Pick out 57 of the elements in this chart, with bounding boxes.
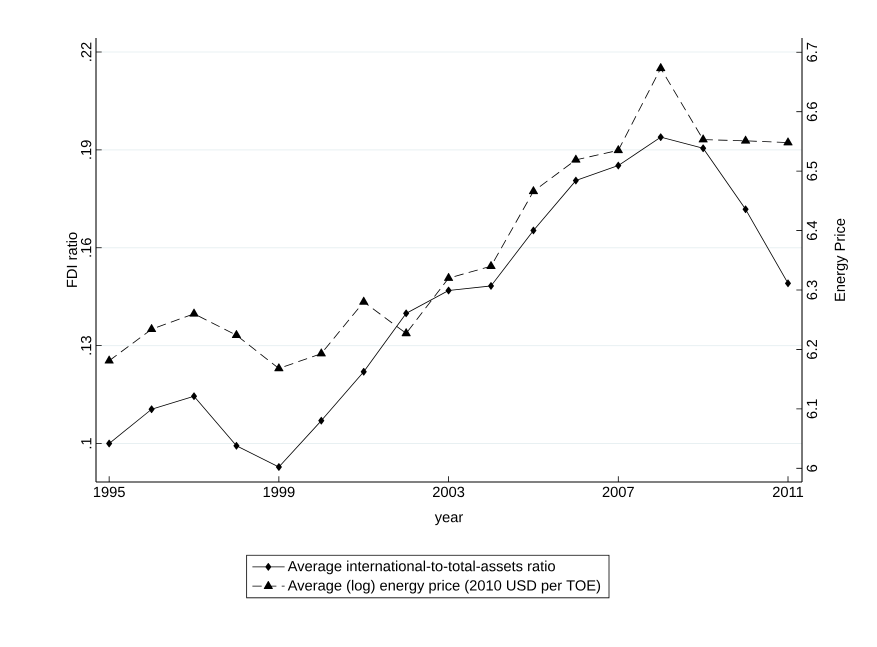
point <box>741 136 750 144</box>
point <box>571 154 580 163</box>
point <box>742 205 749 214</box>
point <box>698 134 708 142</box>
point <box>488 282 494 290</box>
point <box>274 363 284 372</box>
x-axis-title: year <box>434 514 464 526</box>
point <box>318 416 324 425</box>
point <box>614 145 623 154</box>
y2-tick-label: 6.1 <box>806 399 818 418</box>
y2-tick-label: 6.4 <box>806 220 818 240</box>
x-tick-label: 1999 <box>264 486 294 498</box>
point <box>530 226 536 234</box>
point <box>148 405 155 414</box>
point <box>316 348 326 356</box>
x-tick-label: 2011 <box>772 486 804 498</box>
point <box>359 296 368 305</box>
legend-label: Average international-to-total-assets ratio <box>288 560 555 574</box>
point <box>189 308 199 317</box>
point <box>446 286 452 294</box>
y2-tick-label: 6.6 <box>806 102 818 122</box>
y2-tick-label: 6.2 <box>806 340 818 359</box>
y-tick-label: .13 <box>80 336 92 354</box>
y-tick-label: .22 <box>81 42 92 61</box>
point <box>106 440 112 448</box>
point <box>785 279 792 288</box>
x-tick-label: 1995 <box>94 486 125 498</box>
point <box>147 324 156 332</box>
y2-tick-label: 6.7 <box>806 42 818 62</box>
x-tick-label: 2007 <box>602 486 634 498</box>
point <box>615 162 622 170</box>
y2-tick-label: 6 <box>806 464 818 472</box>
point <box>572 176 579 184</box>
point <box>104 356 114 364</box>
point <box>191 392 198 400</box>
point <box>486 261 496 270</box>
y-tick-label: .1 <box>81 438 92 448</box>
y-tick-label: .16 <box>80 238 92 257</box>
point <box>444 272 454 281</box>
y2-tick-label: 6.3 <box>806 280 818 300</box>
x-tick-label: 2003 <box>433 486 464 498</box>
point <box>700 144 706 152</box>
y2-tick-label: 6.5 <box>806 162 818 181</box>
legend-label: Average (log) energy price (2010 USD per TOE) <box>288 580 600 594</box>
point <box>658 133 664 142</box>
point <box>276 463 282 471</box>
point <box>403 309 410 318</box>
y-axis-title: FDI ratio <box>66 232 78 287</box>
point <box>783 137 793 146</box>
point <box>402 328 411 336</box>
point <box>232 330 241 338</box>
point <box>528 186 538 194</box>
point <box>656 63 666 72</box>
point <box>233 442 240 450</box>
y-tick-label: .19 <box>80 140 92 159</box>
y2-axis-title: Energy Price <box>834 218 848 301</box>
point <box>360 368 367 376</box>
